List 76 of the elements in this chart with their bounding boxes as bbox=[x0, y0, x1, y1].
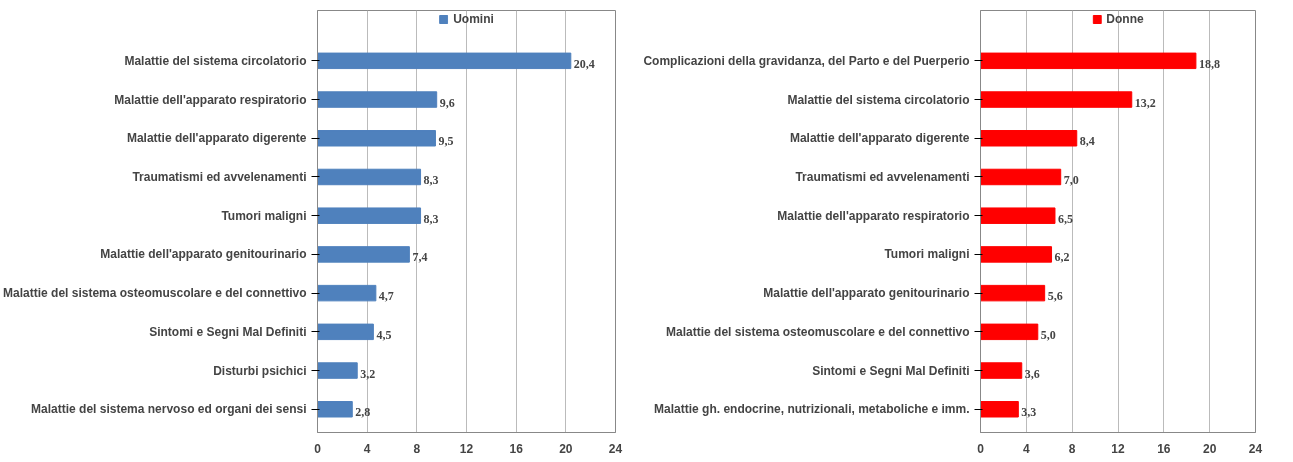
y-tick-label: Malattie dell'apparato genitourinario bbox=[100, 247, 307, 262]
data-label: 8,3 bbox=[423, 172, 439, 187]
y-tick-label: Malattie dell'apparato respiratorio bbox=[777, 208, 970, 223]
x-tick-label: 0 bbox=[314, 441, 322, 456]
x-tick-label: 20 bbox=[1202, 441, 1217, 456]
y-tick-label: Malattie del sistema circolatorio bbox=[124, 53, 307, 68]
data-label: 5,6 bbox=[1047, 289, 1063, 304]
bar bbox=[980, 52, 1197, 70]
bar bbox=[980, 91, 1133, 108]
y-tick-label: Malattie dell'apparato respiratorio bbox=[114, 92, 307, 107]
y-tick-label: Disturbi psichici bbox=[213, 363, 307, 378]
x-tick-label: 12 bbox=[459, 441, 474, 456]
y-tick-label: Sintomi e Segni Mal Definiti bbox=[812, 363, 970, 378]
x-tick-label: 20 bbox=[559, 441, 573, 456]
data-label: 18,8 bbox=[1198, 56, 1220, 71]
y-tick-label: Tumori maligni bbox=[221, 208, 307, 223]
y-tick-label: Tumori maligni bbox=[884, 247, 970, 262]
y-tick-label: Malattie dell'apparato digerente bbox=[126, 131, 307, 146]
bar bbox=[317, 401, 353, 418]
x-tick-label: 8 bbox=[413, 441, 421, 456]
bar bbox=[317, 323, 374, 341]
y-tick-label: Malattie del sistema osteomuscolare e del connettivo bbox=[666, 324, 970, 339]
y-tick-label: Malattie dell'apparato genitourinario bbox=[763, 286, 970, 301]
legend-label: Uomini bbox=[453, 12, 494, 26]
y-tick-label: Malattie gh. endocrine, nutrizionali, metaboliche e imm. bbox=[654, 402, 970, 417]
data-label: 3,3 bbox=[1021, 405, 1037, 420]
bar bbox=[980, 401, 1019, 418]
x-tick-label: 16 bbox=[1157, 441, 1171, 456]
data-label: 5,0 bbox=[1040, 327, 1056, 342]
y-tick-label: Malattie del sistema nervoso ed organi dei sensi bbox=[31, 402, 307, 417]
y-tick-label: Malattie del sistema osteomuscolare e del connettivo bbox=[3, 286, 307, 301]
bar bbox=[980, 362, 1023, 379]
bar bbox=[317, 207, 422, 224]
y-tick-label: Traumatismi ed avvelenamenti bbox=[795, 169, 970, 184]
bar bbox=[980, 168, 1062, 186]
data-label: 8,3 bbox=[423, 211, 439, 226]
bar bbox=[980, 284, 1046, 302]
data-label: 9,5 bbox=[438, 134, 454, 149]
data-label: 7,0 bbox=[1063, 172, 1079, 187]
data-label: 8,4 bbox=[1079, 134, 1095, 149]
bar bbox=[980, 323, 1039, 341]
x-tick-label: 4 bbox=[363, 441, 371, 456]
data-label: 7,4 bbox=[412, 250, 428, 265]
bar bbox=[317, 284, 377, 302]
y-tick-label: Sintomi e Segni Mal Definiti bbox=[149, 324, 307, 339]
y-tick-label: Complicazioni della gravidanza, del Parto e del Puerperio bbox=[643, 53, 970, 68]
data-label: 6,2 bbox=[1054, 250, 1070, 265]
bar bbox=[317, 168, 422, 186]
bar bbox=[317, 246, 410, 263]
x-tick-label: 8 bbox=[1068, 441, 1076, 456]
x-tick-label: 24 bbox=[608, 441, 623, 456]
bar bbox=[317, 362, 358, 379]
data-label: 9,6 bbox=[439, 95, 455, 110]
data-label: 4,5 bbox=[376, 327, 392, 342]
data-label: 20,4 bbox=[573, 56, 595, 71]
bar bbox=[980, 130, 1078, 147]
data-label: 13,2 bbox=[1134, 95, 1156, 110]
x-tick-label: 24 bbox=[1248, 441, 1263, 456]
y-tick-label: Traumatismi ed avvelenamenti bbox=[132, 169, 307, 184]
data-label: 4,7 bbox=[378, 289, 394, 304]
y-tick-label: Malattie dell'apparato digerente bbox=[789, 131, 970, 146]
bar bbox=[980, 246, 1053, 263]
x-tick-label: 4 bbox=[1023, 441, 1030, 456]
bar bbox=[317, 91, 438, 108]
x-tick-label: 16 bbox=[509, 441, 524, 456]
data-label: 3,6 bbox=[1024, 366, 1040, 381]
data-label: 2,8 bbox=[355, 405, 371, 420]
data-label: 3,2 bbox=[360, 366, 376, 381]
y-tick-label: Malattie del sistema circolatorio bbox=[787, 92, 970, 107]
x-tick-label: 0 bbox=[977, 441, 985, 456]
bar bbox=[317, 52, 572, 70]
bar bbox=[980, 207, 1056, 224]
legend-label: Donne bbox=[1106, 12, 1144, 26]
data-label: 6,5 bbox=[1057, 211, 1073, 226]
bar bbox=[317, 130, 436, 147]
x-tick-label: 12 bbox=[1111, 441, 1125, 456]
